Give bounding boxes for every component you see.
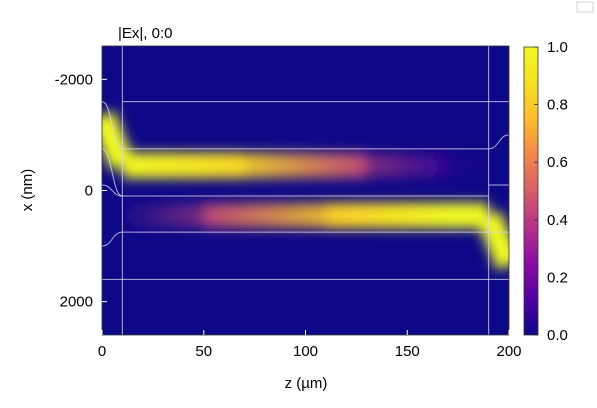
x-tick-label: 50 xyxy=(195,343,212,360)
colorbar xyxy=(523,46,539,336)
colorbar-tick-label: 0.6 xyxy=(547,154,568,171)
colorbar-tick-label: 1.0 xyxy=(547,39,568,56)
colorbar-tick-label: 0.2 xyxy=(547,269,568,286)
x-tick-label: 150 xyxy=(395,343,420,360)
colorbar-tick-label: 0.0 xyxy=(547,327,568,344)
x-tick-label: 100 xyxy=(293,343,318,360)
x-axis-label: z (µm) xyxy=(285,375,328,392)
heatmap-background xyxy=(102,46,509,335)
corner-widget-icon xyxy=(576,1,594,13)
colorbar-tick-label: 0.4 xyxy=(547,212,568,229)
upper-band-core xyxy=(102,113,128,168)
taper-outline-curve xyxy=(102,148,123,197)
colorbar-tick-label: 0.8 xyxy=(547,97,568,114)
y-axis: -2000 0 2000 xyxy=(55,71,107,311)
taper-outline-curve xyxy=(102,231,123,247)
lower-band-core xyxy=(483,213,509,268)
y-axis-label: x (nm) xyxy=(19,169,36,212)
chart-title: |Ex|, 0:0 xyxy=(118,25,173,42)
x-tick-label: 0 xyxy=(98,343,106,360)
y-tick-label: -2000 xyxy=(55,71,93,88)
structure-outlines xyxy=(102,46,509,335)
x-tick-label: 200 xyxy=(496,343,521,360)
y-tick-label: 2000 xyxy=(60,294,93,311)
taper-outline-curve xyxy=(488,134,509,150)
taper-outline-curve xyxy=(102,184,123,197)
field-bands xyxy=(102,110,509,271)
taper-outline-curve xyxy=(102,101,123,150)
colorbar-ticks: 0.0 0.2 0.4 0.6 0.8 1.0 xyxy=(534,39,568,344)
x-axis: 0 50 100 150 200 xyxy=(98,330,522,360)
plot-area xyxy=(102,46,509,335)
y-tick-label: 0 xyxy=(85,183,93,200)
